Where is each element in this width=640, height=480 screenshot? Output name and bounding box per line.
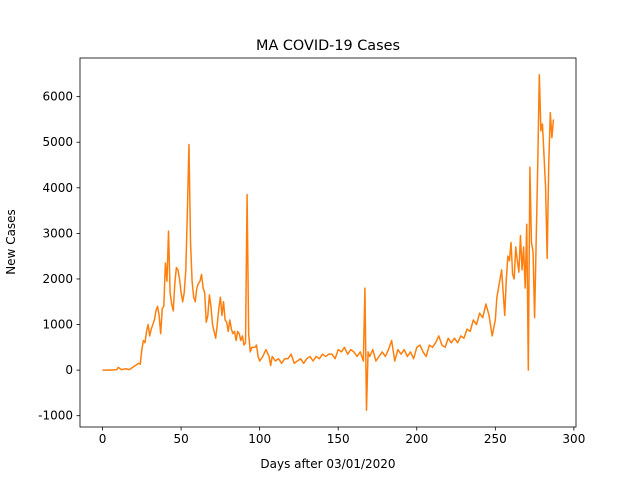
y-tick-label: -1000 — [38, 409, 73, 423]
x-axis-label: Days after 03/01/2020 — [260, 457, 395, 471]
x-tick-label: 300 — [562, 432, 585, 446]
y-tick-label: 1000 — [42, 318, 73, 332]
y-tick-label: 4000 — [42, 181, 73, 195]
x-tick-label: 200 — [405, 432, 428, 446]
x-tick-label: 150 — [327, 432, 350, 446]
chart-title: MA COVID-19 Cases — [256, 38, 400, 54]
y-axis-label: New Cases — [4, 209, 18, 275]
x-tick-label: 0 — [99, 432, 107, 446]
plot-frame — [79, 57, 577, 428]
y-tick-label: 5000 — [42, 135, 73, 149]
data-line — [102, 74, 555, 411]
x-tick-label: 100 — [248, 432, 271, 446]
x-tick-label: 250 — [484, 432, 507, 446]
x-tick-label: 50 — [173, 432, 188, 446]
y-tick-label: 0 — [65, 363, 73, 377]
y-tick-label: 6000 — [42, 90, 73, 104]
y-tick-label: 3000 — [42, 226, 73, 240]
y-tick-label: 2000 — [42, 272, 73, 286]
